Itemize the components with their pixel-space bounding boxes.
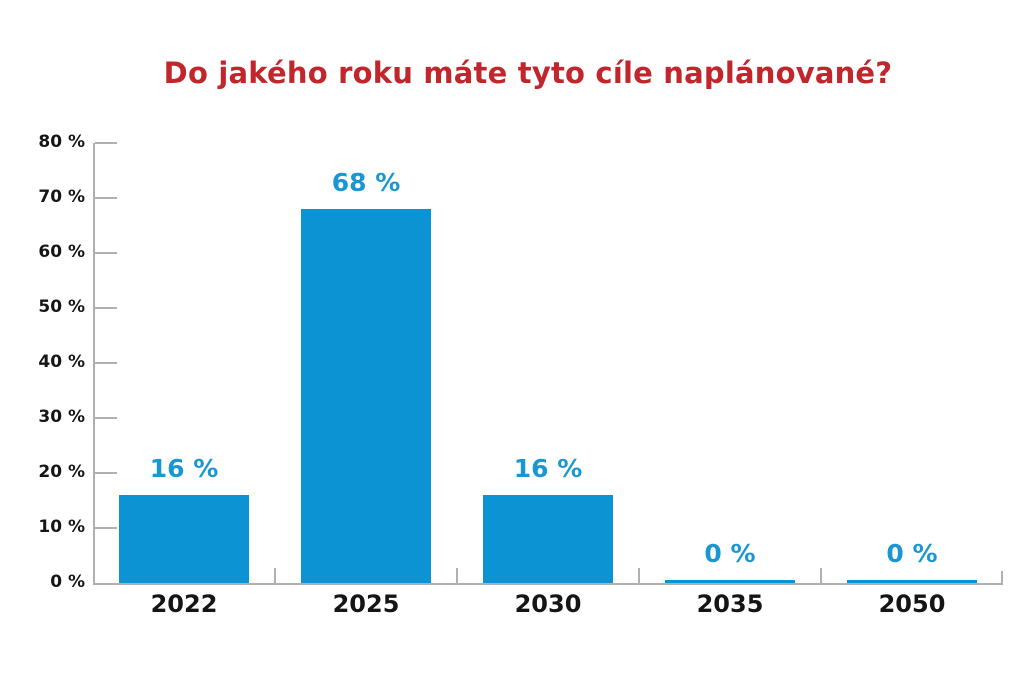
y-axis-tick	[95, 252, 117, 254]
y-axis-tick-label: 50 %	[38, 297, 85, 317]
y-axis-tick	[95, 307, 117, 309]
x-axis-label-2030: 2030	[514, 590, 582, 618]
bar-value-label-2035: 0 %	[704, 539, 756, 568]
x-axis-boundary-tick	[638, 568, 640, 583]
y-axis-tick	[95, 142, 117, 144]
x-axis-label-2050: 2050	[878, 590, 946, 618]
bar-value-label-2025: 68 %	[331, 168, 401, 197]
y-axis-tick-label: 40 %	[38, 352, 85, 372]
x-axis-boundary-tick	[456, 568, 458, 583]
chart-title: Do jakého roku máte tyto cíle naplánovan…	[163, 56, 893, 90]
y-axis-line	[93, 143, 95, 583]
y-axis-tick	[95, 472, 117, 474]
y-axis-tick	[95, 527, 117, 529]
bar-value-label-2030: 16 %	[513, 454, 583, 483]
bar-2035	[665, 580, 795, 583]
x-axis-end-tick	[1001, 571, 1003, 583]
y-axis-tick	[95, 417, 117, 419]
x-axis-boundary-tick	[274, 568, 276, 583]
y-axis-tick-label: 0 %	[50, 572, 85, 592]
bar-2050	[847, 580, 977, 583]
x-axis-label-2022: 2022	[150, 590, 218, 618]
y-axis-tick-label: 70 %	[38, 187, 85, 207]
y-axis-tick-label: 30 %	[38, 407, 85, 427]
bar-2022	[119, 495, 249, 583]
plot-area	[93, 142, 1003, 585]
x-axis-line	[93, 583, 1003, 585]
x-axis-label-2035: 2035	[696, 590, 764, 618]
y-axis-tick	[95, 362, 117, 364]
x-axis-label-2025: 2025	[332, 590, 400, 618]
bar-2025	[301, 209, 431, 583]
y-axis-tick-label: 20 %	[38, 462, 85, 482]
y-axis-tick-label: 10 %	[38, 517, 85, 537]
x-axis-boundary-tick	[820, 568, 822, 583]
y-axis-tick	[95, 197, 117, 199]
bar-2030	[483, 495, 613, 583]
bar-value-label-2022: 16 %	[149, 454, 219, 483]
y-axis-tick-label: 60 %	[38, 242, 85, 262]
bar-value-label-2050: 0 %	[886, 539, 938, 568]
y-axis-tick-label: 80 %	[38, 132, 85, 152]
